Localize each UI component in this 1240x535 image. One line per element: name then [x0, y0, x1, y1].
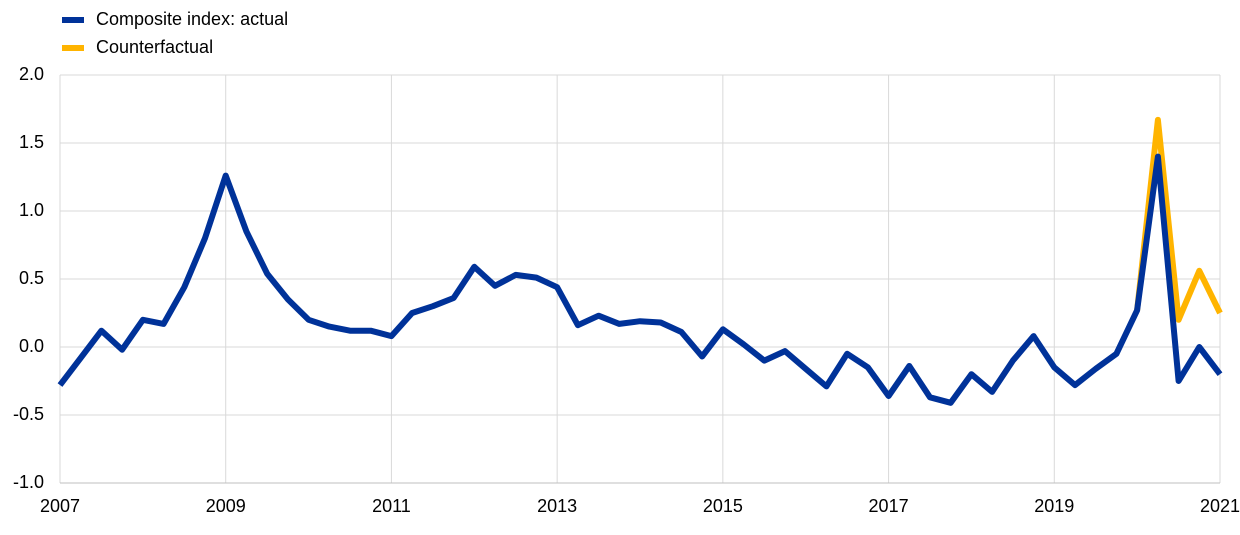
data-line — [57, 153, 1223, 406]
y-tick-label: 0.5 — [19, 268, 44, 288]
y-tick-label: -0.5 — [13, 404, 44, 424]
x-tick-label: 2009 — [206, 496, 246, 516]
x-tick-label: 2021 — [1200, 496, 1240, 516]
x-tick-label: 2011 — [372, 496, 411, 516]
legend-label: Composite index: actual — [96, 9, 288, 29]
x-tick-label: 2015 — [703, 496, 743, 516]
legend-label: Counterfactual — [96, 37, 213, 57]
y-tick-label: 0.0 — [19, 336, 44, 356]
y-tick-label: -1.0 — [13, 472, 44, 492]
x-tick-label: 2013 — [537, 496, 577, 516]
x-tick-label: 2007 — [40, 496, 80, 516]
x-tick-label: 2017 — [869, 496, 909, 516]
y-tick-label: 1.5 — [19, 132, 44, 152]
data-line — [1134, 116, 1223, 323]
x-tick-label: 2019 — [1034, 496, 1074, 516]
y-tick-label: 2.0 — [19, 64, 44, 84]
y-tick-label: 1.0 — [19, 200, 44, 220]
